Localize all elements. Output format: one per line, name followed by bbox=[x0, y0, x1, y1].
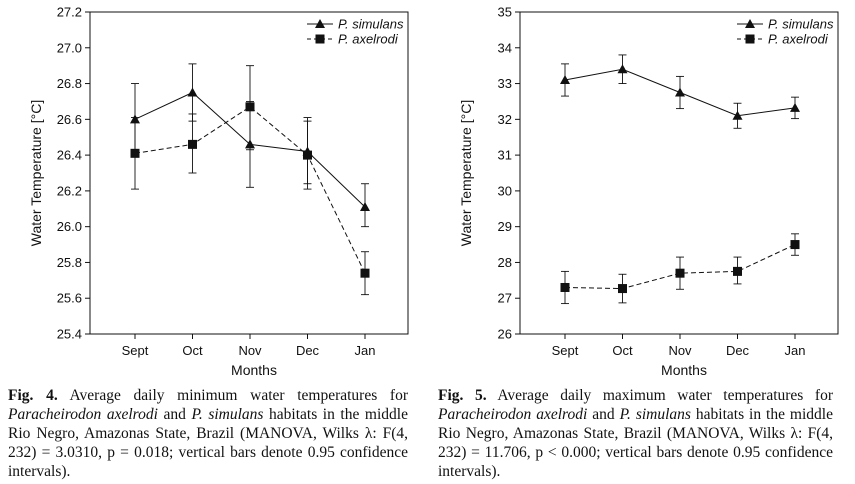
y-tick-label: 26.4 bbox=[57, 148, 82, 163]
y-tick-label: 32 bbox=[498, 112, 512, 127]
caption-text-2: and bbox=[587, 406, 620, 423]
legend-marker bbox=[745, 19, 755, 28]
figure-5: 26 27 28 29 30 31 32 33 34 35 Sept Oct Nov Dec Jan Mont… bbox=[430, 0, 855, 484]
x-tick-label: Nov bbox=[668, 343, 692, 358]
data-point bbox=[560, 74, 570, 84]
y-tick-label: 30 bbox=[498, 183, 512, 198]
y-tick-label: 35 bbox=[498, 5, 512, 20]
data-point bbox=[188, 139, 197, 149]
data-point bbox=[675, 87, 685, 97]
caption-species-1: Paracheirodon axelrodi bbox=[438, 406, 588, 423]
legend-label: P. simulans bbox=[338, 17, 404, 32]
caption-text-3: habitats in the middle Rio Negro, Amazon… bbox=[8, 406, 408, 480]
caption-text-1: Average daily minimum water temperatures… bbox=[57, 387, 409, 404]
x-tick-label: Jan bbox=[355, 343, 376, 358]
y-tick-label: 25.4 bbox=[57, 327, 82, 342]
y-axis-title: Water Temperature [°C] bbox=[458, 100, 474, 246]
x-tick-label: Oct bbox=[182, 343, 203, 358]
y-tick-label: 27 bbox=[498, 291, 512, 306]
y-tick-label: 26.8 bbox=[57, 76, 82, 91]
caption-fig4: Fig. 4. Average daily minimum water temp… bbox=[8, 386, 408, 481]
series-line bbox=[564, 244, 796, 290]
x-tick-label: Sept bbox=[552, 343, 579, 358]
y-tick-label: 25.8 bbox=[57, 255, 82, 270]
legend-marker bbox=[745, 34, 755, 44]
data-point bbox=[187, 87, 198, 97]
data-point bbox=[732, 110, 743, 120]
x-tick-label: Nov bbox=[238, 343, 262, 358]
data-point bbox=[617, 64, 628, 74]
y-tick-label: 34 bbox=[498, 40, 512, 55]
plot-frame bbox=[89, 11, 409, 335]
y-tick-label: 26.6 bbox=[57, 112, 82, 127]
caption-label: Fig. 4. bbox=[8, 387, 58, 404]
legend-label: P. axelrodi bbox=[768, 32, 829, 47]
y-tick-label: 27.0 bbox=[57, 40, 82, 55]
y-axis-title: Water Temperature [°C] bbox=[28, 100, 44, 246]
y-tick-label: 26.2 bbox=[57, 183, 82, 198]
figure-4: 25.4 25.6 25.8 26.0 26.2 26.4 26.6 26.8 27.0 27.2… bbox=[0, 0, 425, 484]
caption-fig5: Fig. 5. Average daily maximum water temp… bbox=[438, 386, 833, 481]
caption-species-2: P. simulans bbox=[619, 406, 691, 423]
y-tick-label: 26 bbox=[498, 327, 512, 342]
x-axis-title: Months bbox=[231, 362, 277, 378]
chart-fig5: 26 27 28 29 30 31 32 33 34 35 Sept Oct Nov Dec Jan Mont… bbox=[458, 5, 839, 378]
caption-species-1: Paracheirodon axelrodi bbox=[8, 406, 158, 423]
data-point bbox=[360, 268, 370, 278]
x-tick-label: Sept bbox=[122, 343, 149, 358]
caption-species-2: P. simulans bbox=[191, 406, 264, 423]
y-tick-label: 33 bbox=[498, 76, 512, 91]
data-point bbox=[733, 266, 742, 276]
data-point bbox=[360, 201, 370, 211]
data-point bbox=[560, 282, 570, 292]
y-tick-label: 31 bbox=[498, 148, 512, 163]
legend-label: P. axelrodi bbox=[338, 32, 399, 47]
y-tick-label: 26.0 bbox=[57, 219, 82, 234]
caption-text-1: Average daily maximum water temperatures… bbox=[486, 387, 833, 404]
data-point bbox=[303, 150, 312, 160]
legend-label: P. simulans bbox=[768, 17, 834, 32]
chart-fig4: 25.4 25.6 25.8 26.0 26.2 26.4 26.6 26.8 27.0 27.2… bbox=[28, 5, 409, 378]
y-tick-label: 25.6 bbox=[57, 291, 82, 306]
data-point bbox=[130, 148, 140, 158]
data-point bbox=[675, 268, 685, 278]
y-tick-label: 27.2 bbox=[57, 5, 82, 20]
legend-marker bbox=[315, 34, 325, 44]
caption-label: Fig. 5. bbox=[438, 387, 487, 404]
legend-marker bbox=[315, 19, 325, 28]
data-point bbox=[618, 284, 627, 294]
y-tick-label: 28 bbox=[498, 255, 512, 270]
x-axis-title: Months bbox=[661, 362, 707, 378]
data-point bbox=[245, 102, 255, 112]
data-point bbox=[790, 102, 800, 112]
x-tick-label: Oct bbox=[612, 343, 633, 358]
x-tick-label: Dec bbox=[726, 343, 750, 358]
x-tick-label: Jan bbox=[785, 343, 806, 358]
plot-frame bbox=[519, 11, 839, 335]
y-tick-label: 29 bbox=[498, 219, 512, 234]
data-point bbox=[790, 240, 800, 250]
caption-text-2: and bbox=[157, 406, 192, 423]
caption-text-3: habitats in the middle Rio Negro, Amazon… bbox=[438, 406, 833, 480]
x-tick-label: Dec bbox=[296, 343, 320, 358]
